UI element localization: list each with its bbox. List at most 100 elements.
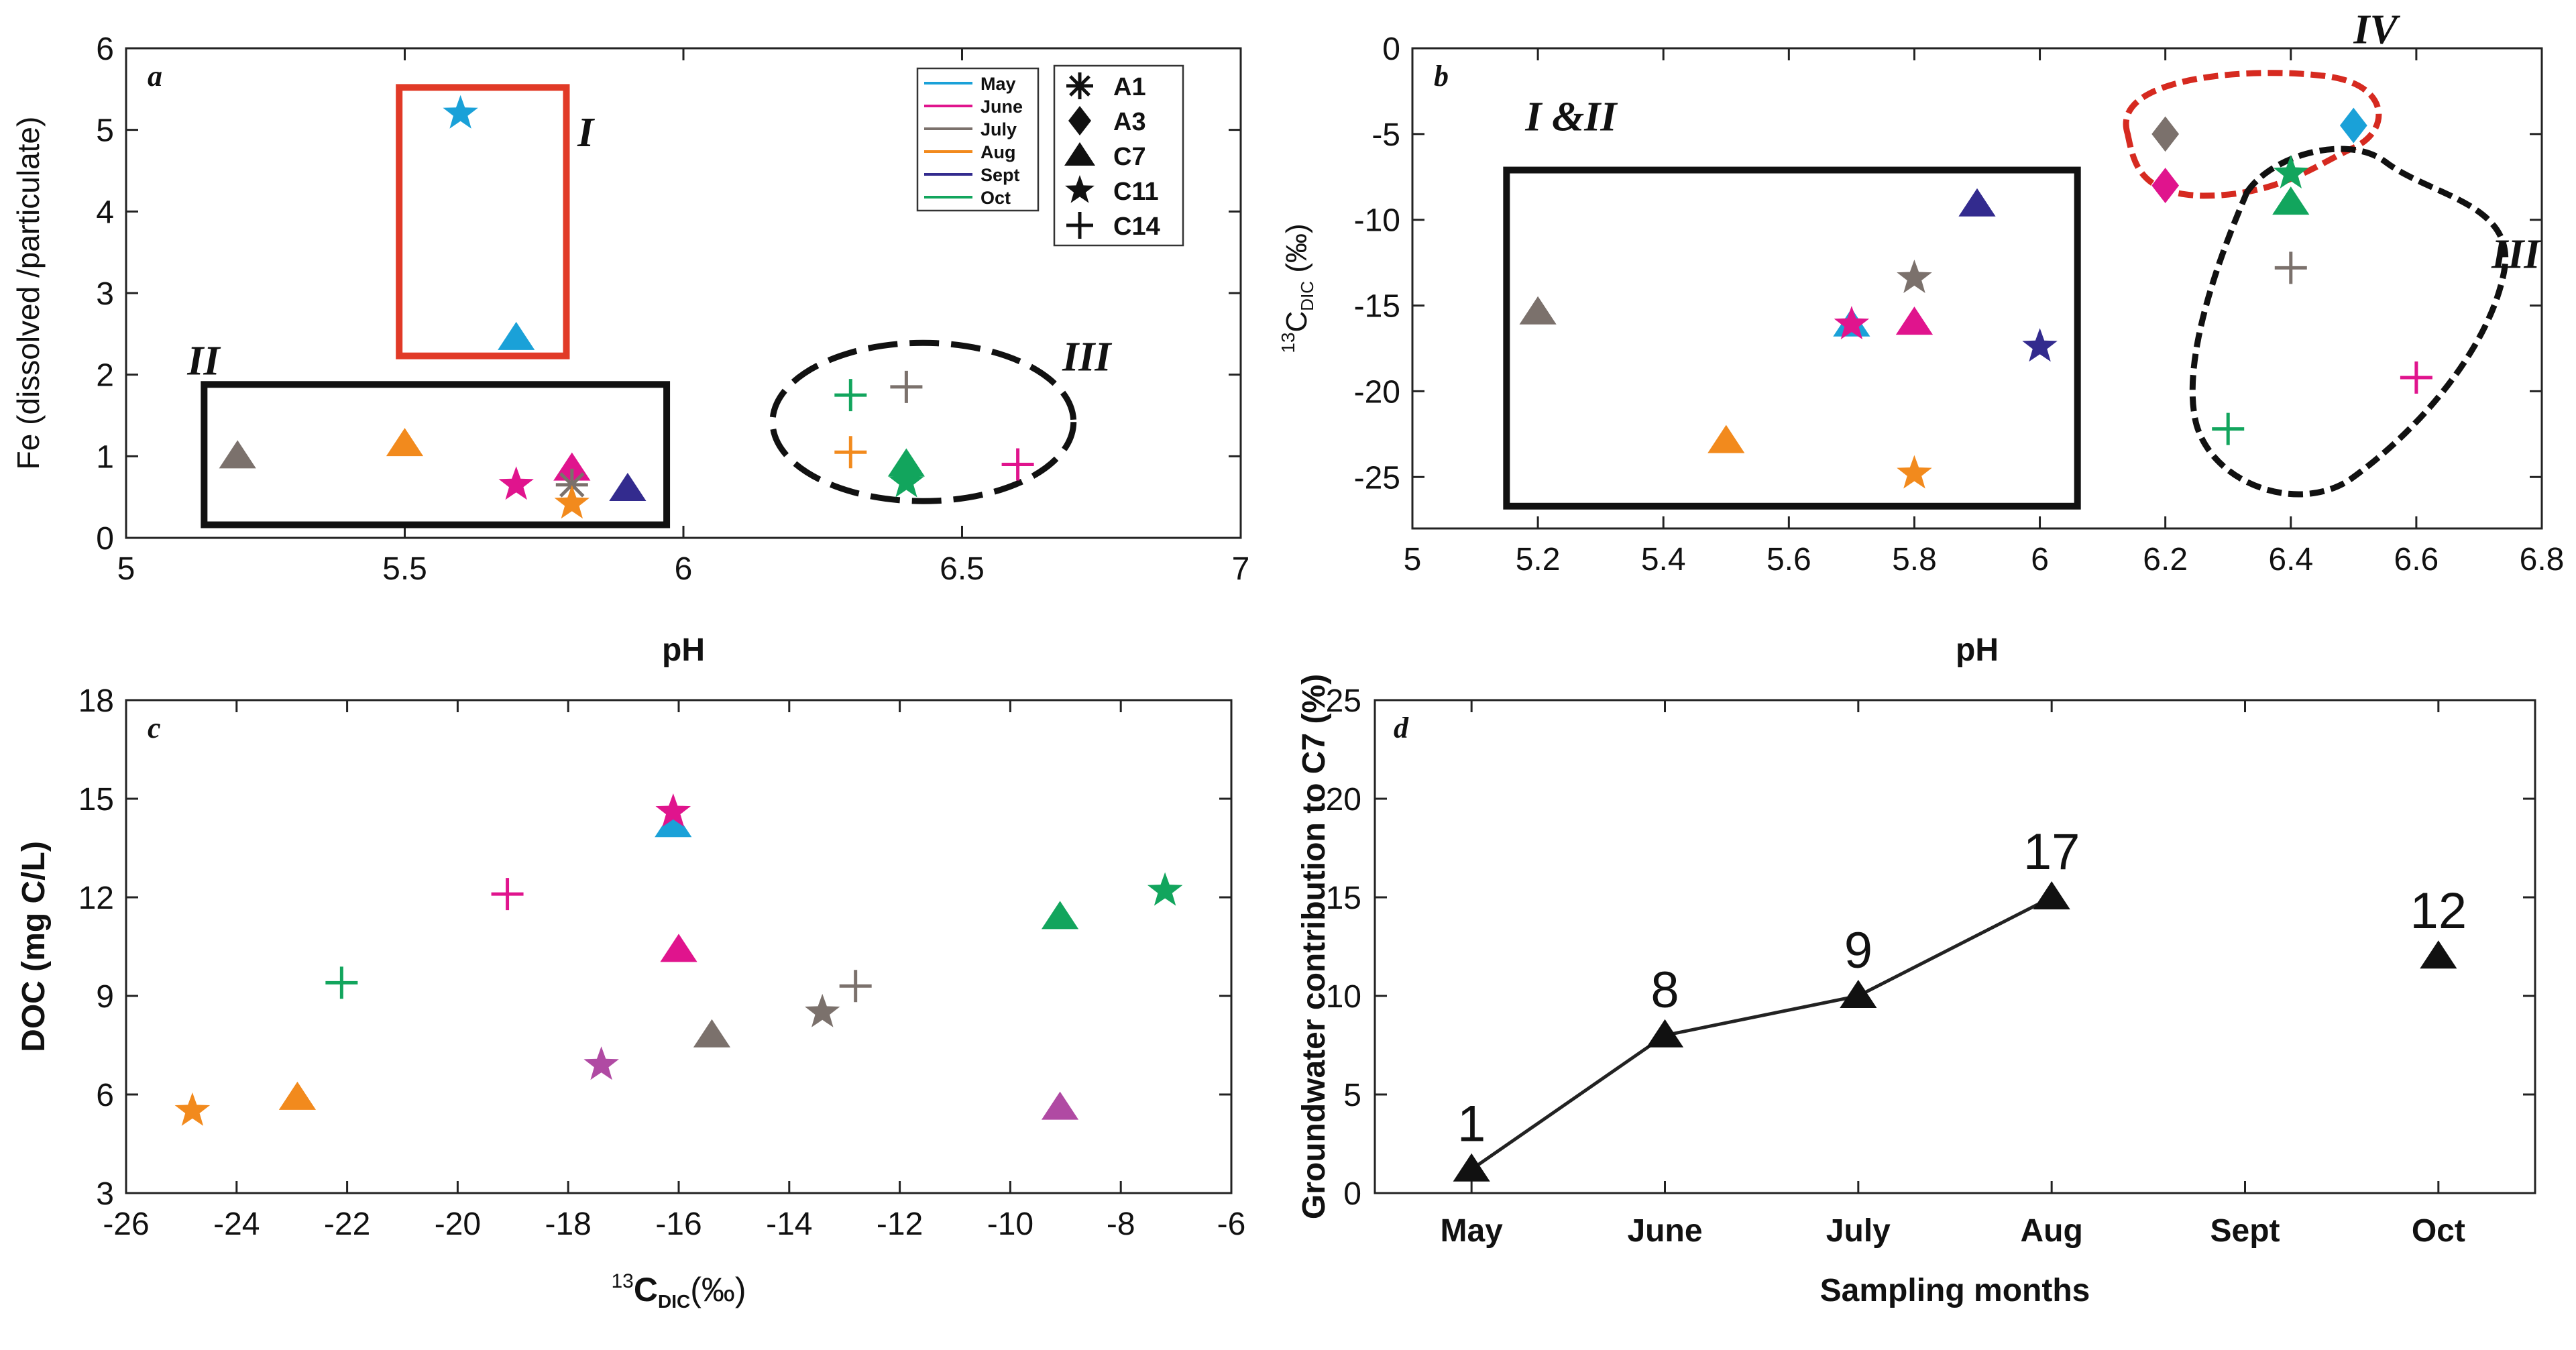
data-point-triangle — [655, 809, 692, 838]
data-label: 12 — [2410, 883, 2467, 940]
data-point-plus — [890, 370, 923, 403]
y-axis-label-main: C — [1280, 311, 1313, 333]
data-point-star — [443, 95, 478, 129]
data-point-diamond — [2151, 168, 2180, 203]
data-point-diamond — [2339, 107, 2367, 144]
panel-c: -26 -24 -22 -20 -18 -16 -14 -12 -10 -8 -6 3 6 9 12 15 18… — [16, 683, 1245, 1312]
region-label-II: II — [186, 339, 221, 384]
data-point-plus — [2274, 251, 2307, 284]
y-tick-label: 6 — [96, 32, 114, 67]
y-tick-label: 0 — [96, 521, 114, 557]
x-tick-label: -6 — [1217, 1206, 1246, 1242]
data-point-asterisk — [555, 468, 588, 501]
x-tick-label: -12 — [877, 1206, 923, 1242]
data-label: 9 — [1844, 922, 1872, 979]
y-tick-label: 5 — [96, 113, 114, 149]
data-label: 17 — [2023, 824, 2080, 881]
data-point-triangle — [1041, 901, 1079, 930]
legend-label-C7: C7 — [1113, 143, 1146, 171]
y-tick-label: 5 — [1343, 1078, 1361, 1113]
region-label-III: III — [1062, 335, 1112, 380]
legend-box — [916, 67, 1040, 212]
y-tick-label: 3 — [96, 1176, 114, 1212]
region-II-box — [201, 381, 671, 528]
y-tick-label: -25 — [1354, 460, 1400, 496]
panel-label: b — [1434, 60, 1449, 93]
region-IV-outline — [2123, 70, 2382, 199]
legend-label-May: May — [981, 74, 1016, 94]
x-tick-label: -16 — [655, 1206, 702, 1242]
legend-label-C11: C11 — [1113, 178, 1159, 206]
region-label-III: III — [2491, 231, 2541, 277]
region-label-I-II: I &II — [1524, 95, 1618, 140]
data-point-star — [2022, 328, 2058, 362]
data-point-triangle — [1707, 425, 1745, 453]
data-point-plus — [834, 379, 867, 412]
legend-marker-C11 — [1065, 175, 1095, 203]
data-point-star — [1147, 872, 1183, 906]
y-tick-label: 15 — [78, 782, 114, 818]
legend-marker-C14 — [1066, 212, 1093, 239]
y-tick-label: 2 — [96, 358, 114, 394]
region-I-box — [396, 84, 570, 359]
x-tick-label: 6.4 — [2268, 542, 2313, 577]
x-tick-label: June — [1627, 1213, 1702, 1249]
panel-b: 5 5.2 5.4 5.6 5.8 6 6.2 6.4 6.6 6.8 0 -5 -10 -15 -20 -2… — [1278, 7, 2564, 668]
data-label: 1 — [1457, 1096, 1486, 1153]
plot-frame — [1411, 47, 2543, 530]
legend-sites: A1 A3 C7 C11 C14 — [1053, 64, 1184, 247]
x-axis-label: Sampling months — [1820, 1273, 2090, 1308]
y-tick-label: -20 — [1354, 374, 1400, 410]
data-point-star — [655, 793, 691, 827]
panel-a: 5 5.5 6 6.5 7 0 1 2 3 4 5 6 a pH Fe (dissolved /partic… — [11, 32, 1249, 668]
y-tick-label: 18 — [78, 683, 114, 719]
x-tick-label: -20 — [435, 1206, 481, 1242]
x-tick-label: 6.5 — [940, 551, 985, 587]
x-tick-label: 5.5 — [382, 551, 427, 587]
x-axis-label-suffix: (‰) — [690, 1271, 746, 1308]
data-point-triangle — [1646, 1019, 1684, 1048]
data-point-star — [889, 463, 924, 498]
x-tick-label: 6 — [2031, 542, 2049, 577]
x-tick-label: 5 — [1404, 542, 1422, 577]
y-axis-label: DOC (mg C/L) — [16, 841, 52, 1052]
data-point-triangle — [660, 934, 697, 962]
legend-label-July: July — [981, 119, 1017, 139]
region-label-IV: IV — [2353, 7, 2400, 52]
y-tick-label: 15 — [1326, 881, 1361, 916]
y-tick-label: 0 — [1382, 32, 1400, 67]
y-tick-label: 20 — [1326, 782, 1361, 818]
y-tick-label: 0 — [1343, 1176, 1361, 1212]
data-point-triangle — [498, 321, 535, 350]
data-point-plus — [839, 970, 872, 1003]
data-point-star — [554, 485, 590, 519]
x-tick-label: -8 — [1107, 1206, 1135, 1242]
region-III-ellipse — [769, 339, 1077, 504]
y-tick-label: 6 — [96, 1078, 114, 1113]
legend-marker-A3 — [1068, 106, 1091, 135]
series-line — [1470, 895, 2053, 1171]
data-point-star — [583, 1046, 619, 1080]
x-tick-label: -24 — [213, 1206, 260, 1242]
data-point-plus — [2212, 412, 2245, 445]
data-point-triangle — [609, 473, 647, 501]
x-tick-label: -14 — [766, 1206, 812, 1242]
y-tick-label: 25 — [1326, 683, 1361, 719]
x-tick-label: -10 — [987, 1206, 1033, 1242]
y-tick-label: 4 — [96, 194, 114, 230]
y-tick-label: 10 — [1326, 979, 1361, 1015]
panel-label: c — [148, 712, 161, 744]
plot-frame — [1374, 699, 2536, 1194]
y-tick-label: 3 — [96, 276, 114, 312]
data-point-star — [1834, 306, 1870, 339]
data-point-triangle — [693, 1019, 731, 1048]
data-label: 8 — [1650, 962, 1679, 1019]
panel-d: May June July Aug Sept Oct 0 5 10 15 20 25 d Sampling… — [1296, 674, 2536, 1308]
data-point-plus — [2400, 361, 2432, 394]
x-axis-label-main: C — [634, 1271, 658, 1308]
data-point-plus — [834, 436, 867, 469]
x-tick-label: -18 — [545, 1206, 592, 1242]
y-tick-label: -5 — [1371, 117, 1400, 153]
